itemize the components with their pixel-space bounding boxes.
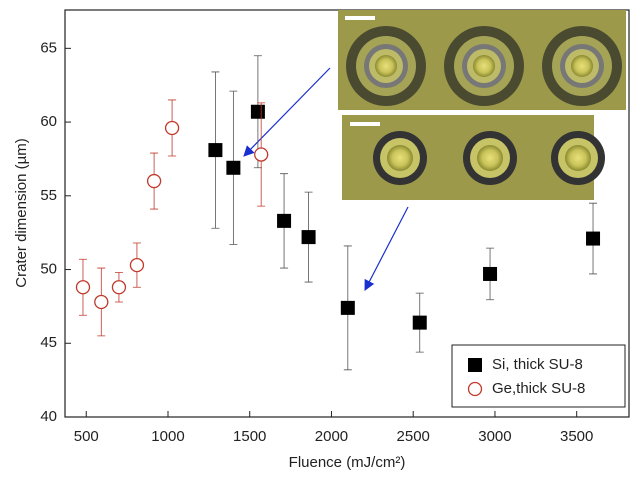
x-tick-label: 2500 — [397, 428, 430, 445]
x-tick-label: 500 — [74, 428, 99, 445]
x-tick-label: 1000 — [151, 428, 184, 445]
data-point — [250, 104, 265, 119]
x-axis-label: Fluence (mJ/cm²) — [289, 454, 406, 471]
y-tick-label: 60 — [40, 113, 57, 130]
data-point — [586, 231, 601, 246]
y-tick-label: 55 — [40, 187, 57, 204]
y-tick-label: 45 — [40, 334, 57, 351]
y-tick-label: 50 — [40, 261, 57, 278]
x-tick-label: 2000 — [315, 428, 348, 445]
micrograph-bottom — [342, 115, 605, 200]
data-point — [301, 230, 316, 245]
data-point — [111, 280, 127, 295]
data-point — [164, 120, 180, 136]
data-point — [340, 300, 355, 315]
y-tick-label: 40 — [40, 408, 57, 425]
micrograph-top — [338, 10, 626, 110]
legend-label: Si, thick SU-8 — [492, 356, 583, 373]
data-point — [254, 147, 269, 162]
legend-marker — [468, 358, 482, 372]
y-axis-label: Crater dimension (µm) — [13, 138, 30, 288]
data-point — [94, 294, 109, 310]
x-tick-label: 3500 — [560, 428, 593, 445]
x-tick-label: 3000 — [478, 428, 511, 445]
data-point — [146, 173, 162, 189]
data-point — [129, 257, 145, 273]
legend-marker — [467, 381, 483, 397]
arrow — [364, 206, 409, 291]
legend-label: Ge,thick SU-8 — [492, 380, 585, 397]
data-point — [412, 315, 427, 330]
legend — [451, 344, 626, 408]
y-tick-label: 65 — [40, 39, 57, 56]
data-point — [226, 160, 241, 175]
data-point — [208, 143, 223, 158]
data-point — [483, 266, 498, 281]
x-tick-label: 1500 — [233, 428, 266, 445]
data-point — [75, 280, 91, 295]
data-point — [277, 213, 292, 228]
arrow — [243, 67, 331, 157]
